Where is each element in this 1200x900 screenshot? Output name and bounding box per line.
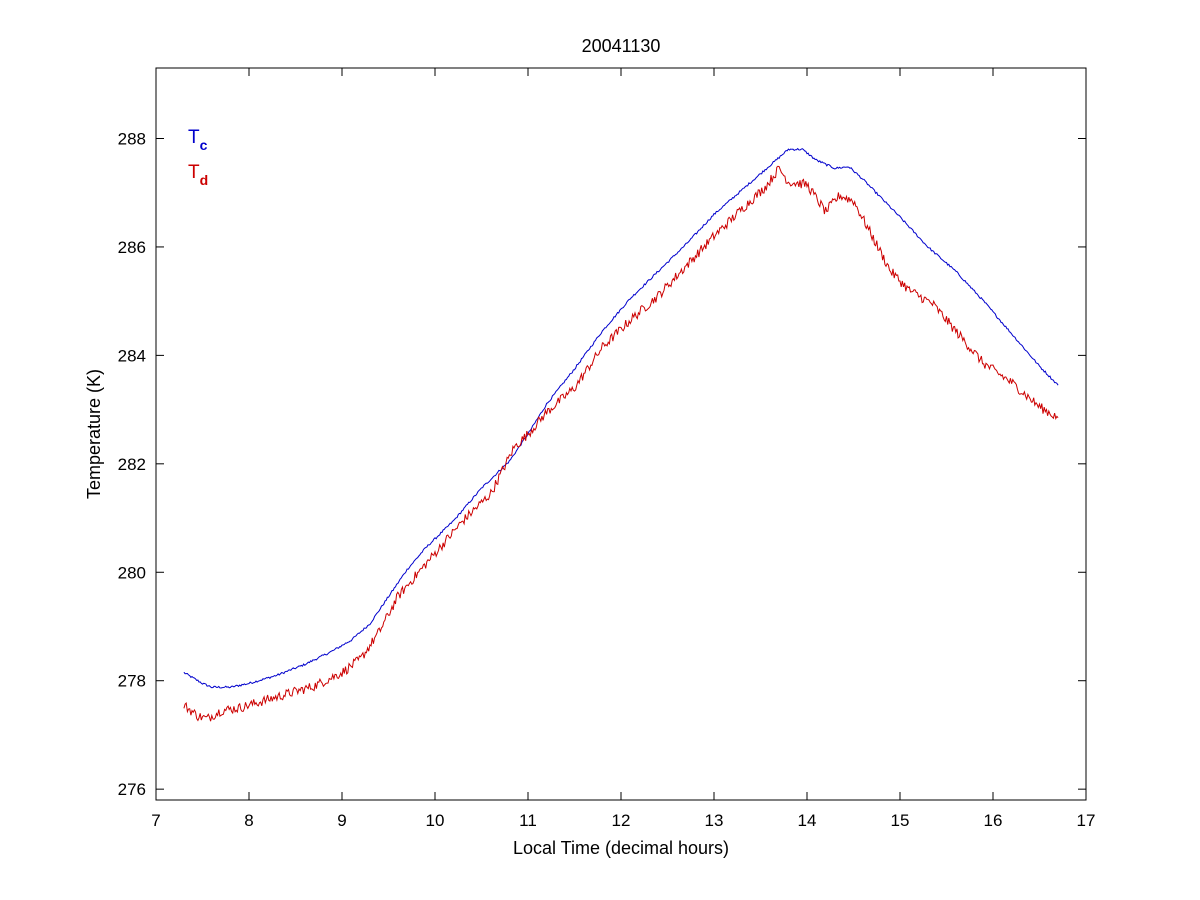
y-tick-label: 276 <box>118 780 146 799</box>
x-tick-label: 14 <box>798 811 817 830</box>
x-tick-label: 15 <box>891 811 910 830</box>
x-tick-label: 13 <box>705 811 724 830</box>
legend-entry-td: Td <box>188 162 208 188</box>
x-tick-label: 10 <box>426 811 445 830</box>
axis-ticks: 7 8 9 10 11 12 13 14 15 16 17 276 278 280 282 284 286 288 <box>118 68 1096 830</box>
legend-entry-tc: Tc <box>188 127 208 153</box>
y-tick-label: 280 <box>118 563 146 582</box>
legend-subscript: d <box>200 172 209 188</box>
y-tick-label: 288 <box>118 129 146 148</box>
chart-title: 20041130 <box>582 36 661 56</box>
legend-subscript: c <box>200 137 208 153</box>
y-tick-label: 284 <box>118 346 146 365</box>
y-tick-label: 278 <box>118 672 146 691</box>
x-tick-label: 7 <box>151 811 160 830</box>
legend-symbol: T <box>188 127 200 148</box>
x-axis-title: Local Time (decimal hours) <box>513 838 729 858</box>
x-tick-label: 12 <box>612 811 631 830</box>
x-tick-label: 17 <box>1077 811 1096 830</box>
x-tick-label: 9 <box>337 811 346 830</box>
series-layer <box>183 147 1059 722</box>
series-line-tc <box>183 147 1059 689</box>
y-tick-label: 286 <box>118 238 146 257</box>
legend-symbol: T <box>188 162 200 183</box>
series-line-td <box>183 165 1059 722</box>
y-tick-label: 282 <box>118 455 146 474</box>
y-axis-title: Temperature (K) <box>84 369 104 499</box>
x-tick-label: 11 <box>519 811 537 830</box>
x-tick-label: 8 <box>244 811 253 830</box>
x-tick-label: 16 <box>984 811 1003 830</box>
